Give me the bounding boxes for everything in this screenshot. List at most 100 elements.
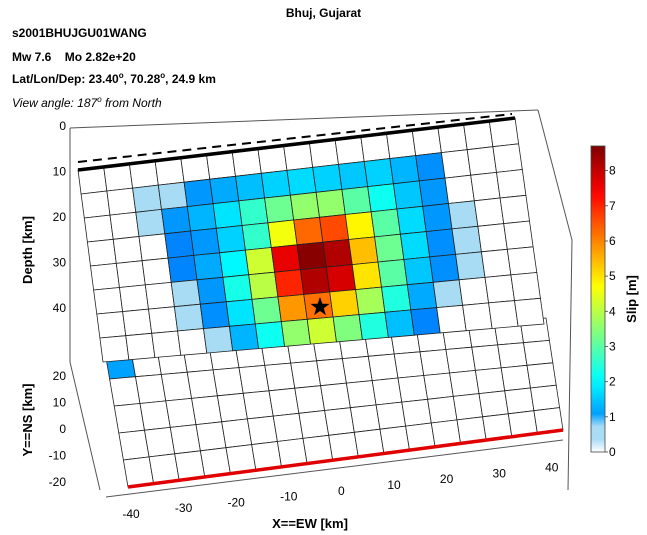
fault-slip-cell (306, 316, 337, 345)
x-tick-label: -20 (228, 495, 246, 509)
colorbar-tick-label: 2 (609, 375, 616, 389)
view-degree-sup: o (97, 95, 102, 104)
fault-slip-cell (251, 296, 282, 325)
colorbar-tick-label: 3 (609, 340, 616, 354)
fault-slip-cell (480, 248, 512, 278)
axis-ticks: 0 10 20 30 40 20 10 0 -10 -20 -40 -30 -20 -10 0 10 20 30 4… (20, 119, 559, 531)
fault-slip-cell (80, 190, 111, 219)
fault-slip-cell (248, 271, 279, 300)
surface-slip-cell (246, 415, 278, 446)
fault-slip-cell (274, 269, 305, 298)
colorbar-tick-label: 6 (609, 234, 616, 248)
surface-slip-cell (272, 412, 304, 442)
fault-slip-cell (510, 272, 541, 302)
fault-slip-cell (119, 284, 149, 313)
surface-slip-cell (427, 395, 458, 424)
surface-slip-cell (238, 364, 270, 394)
fault-slip-cell (422, 203, 453, 233)
fault-slip-cell (199, 301, 230, 330)
fault-slip-cell (370, 208, 401, 238)
fault-slip-cell (338, 161, 369, 190)
fault-slip-cell (358, 311, 389, 341)
surface-slip-cell (349, 404, 381, 433)
fault-slip-cell (492, 143, 523, 173)
lon-degree-sup: o (160, 71, 166, 80)
surface-slip-cell (212, 367, 244, 397)
surface-slip-cell (324, 407, 355, 436)
fault-slip-cell (190, 227, 221, 256)
surface-slip-cell (367, 353, 399, 382)
top-back-edge (69, 109, 539, 129)
fault-plane-grid (77, 117, 545, 363)
fault-slip-cell (286, 166, 317, 196)
fault-slip-cell (144, 281, 175, 310)
depth-tick-label: 10 (53, 165, 67, 179)
surface-slip-cell (320, 382, 351, 411)
fault-slip-cell (381, 284, 412, 313)
surface-slip-cell (113, 403, 145, 434)
y-axis-title: Y==NS [km] (20, 384, 35, 457)
surface-slip-cell (242, 390, 274, 420)
y-tick-label: -20 (49, 475, 67, 489)
fault-slip-cell (132, 184, 162, 213)
fault-slip-cell (151, 330, 182, 358)
surface-slip-cell (294, 385, 326, 414)
fault-slip-cell (235, 172, 266, 202)
surface-slip-cell (452, 393, 484, 421)
surface-slip-cell (423, 372, 454, 400)
surface-slip-cell (191, 395, 223, 426)
x-axis-line (105, 439, 564, 498)
hypocenter-star (310, 297, 330, 316)
fault-slip-cell (277, 294, 308, 323)
fault-slip-cell (348, 236, 379, 266)
fault-slip-cell (466, 146, 497, 176)
surface-slip-cell (401, 398, 432, 427)
surface-slip-cell (264, 362, 296, 392)
fault-slip-cell (270, 244, 301, 273)
fault-slip-cell (392, 180, 424, 210)
surface-slip-cell (523, 339, 554, 366)
fault-slip-cell (332, 314, 363, 343)
x-tick-label: -30 (175, 501, 193, 515)
fault-slip-cell (90, 262, 120, 291)
fault-slip-cell (315, 189, 346, 218)
right-front-edge (567, 239, 573, 491)
loc-suffix: , 24.9 km (165, 72, 216, 86)
depth-tick-label: 20 (53, 210, 67, 224)
fault-slip-cell (451, 225, 482, 255)
fault-slip-cell (264, 194, 295, 224)
surface-slip-cell (221, 418, 253, 449)
fault-slip-cell (212, 200, 243, 229)
fault-slip-cell (488, 300, 519, 329)
fault-slip-cell (403, 256, 434, 286)
fault-slip-cell (455, 251, 486, 281)
fault-slip-cell (377, 259, 408, 288)
fault-slip-cell (458, 276, 490, 306)
fault-slip-cell (506, 246, 538, 276)
fault-slip-cell (496, 169, 527, 199)
fault-slip-cell (177, 328, 208, 356)
fault-slip-cell (363, 158, 394, 188)
chart-title: Bhuj, Gujarat (285, 6, 362, 20)
fault-slip-cell (186, 203, 217, 232)
fault-slip-cell (484, 274, 515, 304)
surface-slip-cell (195, 421, 227, 452)
fault-slip-cell (267, 219, 298, 248)
fault-slip-cell (341, 186, 372, 215)
fault-slip-cell (125, 332, 156, 361)
fault-slip-cell (106, 187, 137, 216)
fault-slip-cell (83, 214, 114, 243)
colorbar-tick-label: 0 (609, 445, 616, 459)
fault-slip-cell (112, 236, 143, 264)
surface-slip-cell (504, 387, 535, 415)
surface-slip-cell (471, 344, 502, 371)
loc-mid: , 70.28 (123, 72, 161, 86)
surface-slip-cell (419, 349, 451, 376)
surface-slip-cell (109, 376, 141, 407)
surface-slip-cell (268, 387, 300, 417)
fault-slip-cell (514, 297, 545, 327)
fault-slip-cell (138, 233, 169, 262)
fault-slip-cell (470, 171, 501, 202)
x-tick-label: 10 (387, 478, 401, 492)
fault-slip-cell (222, 274, 253, 303)
